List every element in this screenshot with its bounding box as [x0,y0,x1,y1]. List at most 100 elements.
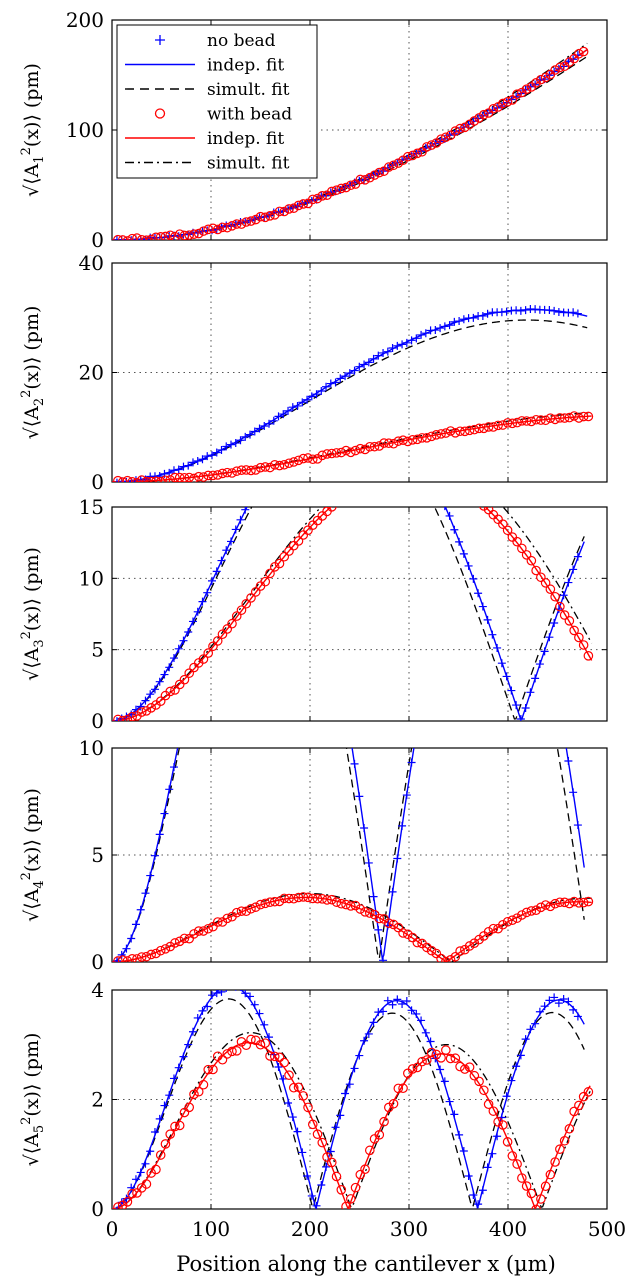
no-bead-marker [331,378,340,387]
with-bead-marker [404,466,412,474]
with-bead-marker [170,231,180,240]
no-bead-marker [298,1148,307,1157]
no-bead-marker [455,537,464,546]
with-bead-marker [203,470,214,481]
with-bead-marker [412,434,423,445]
with-bead-marker [488,1106,499,1116]
x-tick-label: 100 [192,1217,230,1241]
no-bead-marker [179,636,188,645]
with-bead-marker [174,229,185,239]
with-bead-marker [222,913,233,924]
no-bead-marker [212,448,221,457]
with-bead-marker [236,906,247,916]
no-bead-marker [483,309,492,318]
y-tick-label: 0 [91,470,104,494]
with-bead-marker [241,906,252,917]
with-bead-marker [384,162,394,172]
with-bead-marker [445,955,456,962]
with-bead-marker [564,898,575,909]
with-bead-marker [127,954,137,962]
with-bead-marker [170,685,180,695]
with-bead-marker [464,941,475,951]
no-bead-marker [288,403,297,412]
y-axis-label: √⟨A42(x)⟩ (pm) [19,788,47,922]
no-bead-marker [512,1062,521,1071]
with-bead-marker [502,1137,513,1147]
no-bead-marker [417,1016,426,1025]
no-bead-marker [402,997,411,1006]
with-bead-marker [418,468,426,476]
with-bead-marker [574,1100,584,1111]
no-bead-marker [336,1111,345,1120]
with-bead-marker [117,235,128,240]
with-bead-marker [260,576,271,587]
no-bead-marker [398,421,406,429]
with-bead-marker [483,422,494,432]
with-bead-marker [312,515,323,526]
no-bead-marker [174,644,183,653]
with-bead-marker [559,413,570,423]
with-bead-marker [146,476,157,482]
with-bead-marker [583,896,594,907]
no-bead-marker [270,452,278,460]
no-bead-marker [469,488,477,496]
with-bead-marker [364,441,375,452]
legend-label: indep. fit [207,56,284,76]
y-tick-label: 0 [91,228,104,252]
no-bead-marker [322,591,330,599]
with-bead-marker [307,194,318,205]
no-bead-marker [488,1149,497,1158]
with-bead-marker [113,956,123,962]
no-bead-marker [545,996,554,1005]
no-bead-marker [350,366,359,375]
no-bead-marker [550,306,559,315]
no-bead-marker [269,416,278,425]
no-bead-marker [232,488,240,496]
with-bead-marker [122,236,133,240]
no-bead-marker [260,421,269,430]
no-bead-marker [469,574,478,583]
no-bead-marker [502,672,511,681]
no-bead-marker [303,395,312,404]
with-bead-marker [231,466,242,476]
with-bead-marker [331,185,342,195]
no-bead-marker [550,993,559,1002]
with-bead-marker [193,228,204,239]
with-bead-marker [284,546,294,556]
with-bead-marker [151,232,161,240]
with-bead-marker [279,206,290,217]
with-bead-marker [364,908,375,918]
no-bead-marker [479,477,487,485]
with-bead-marker [450,951,461,962]
with-bead-marker [436,134,446,144]
no-bead-marker [345,1080,354,1089]
with-bead-marker [436,953,446,962]
no-bead-marker [303,1172,312,1181]
no-bead-marker [336,374,345,383]
with-bead-marker [151,948,161,959]
with-bead-marker [155,696,166,707]
with-bead-marker [198,472,209,482]
with-bead-marker [132,954,142,962]
no-bead-marker [379,1007,388,1016]
with-bead-marker [412,148,423,159]
with-bead-marker [236,1036,247,1047]
with-bead-marker [284,204,294,214]
no-bead-marker [332,386,340,394]
with-bead-marker [151,1164,161,1175]
with-bead-marker [151,476,161,482]
with-bead-marker [493,1117,503,1127]
with-bead-marker [355,443,366,454]
no-bead-marker [374,925,383,934]
with-bead-marker [380,470,388,478]
no-bead-marker [127,236,136,240]
no-bead-marker [427,471,435,479]
with-bead-marker [432,471,440,479]
no-bead-marker [160,1101,169,1110]
no-bead-marker [146,871,155,880]
no-bead-marker [317,1180,326,1189]
no-bead-marker [402,791,411,800]
no-bead-marker [531,575,539,583]
with-bead-marker [483,1099,494,1110]
no-bead-marker [298,398,307,407]
